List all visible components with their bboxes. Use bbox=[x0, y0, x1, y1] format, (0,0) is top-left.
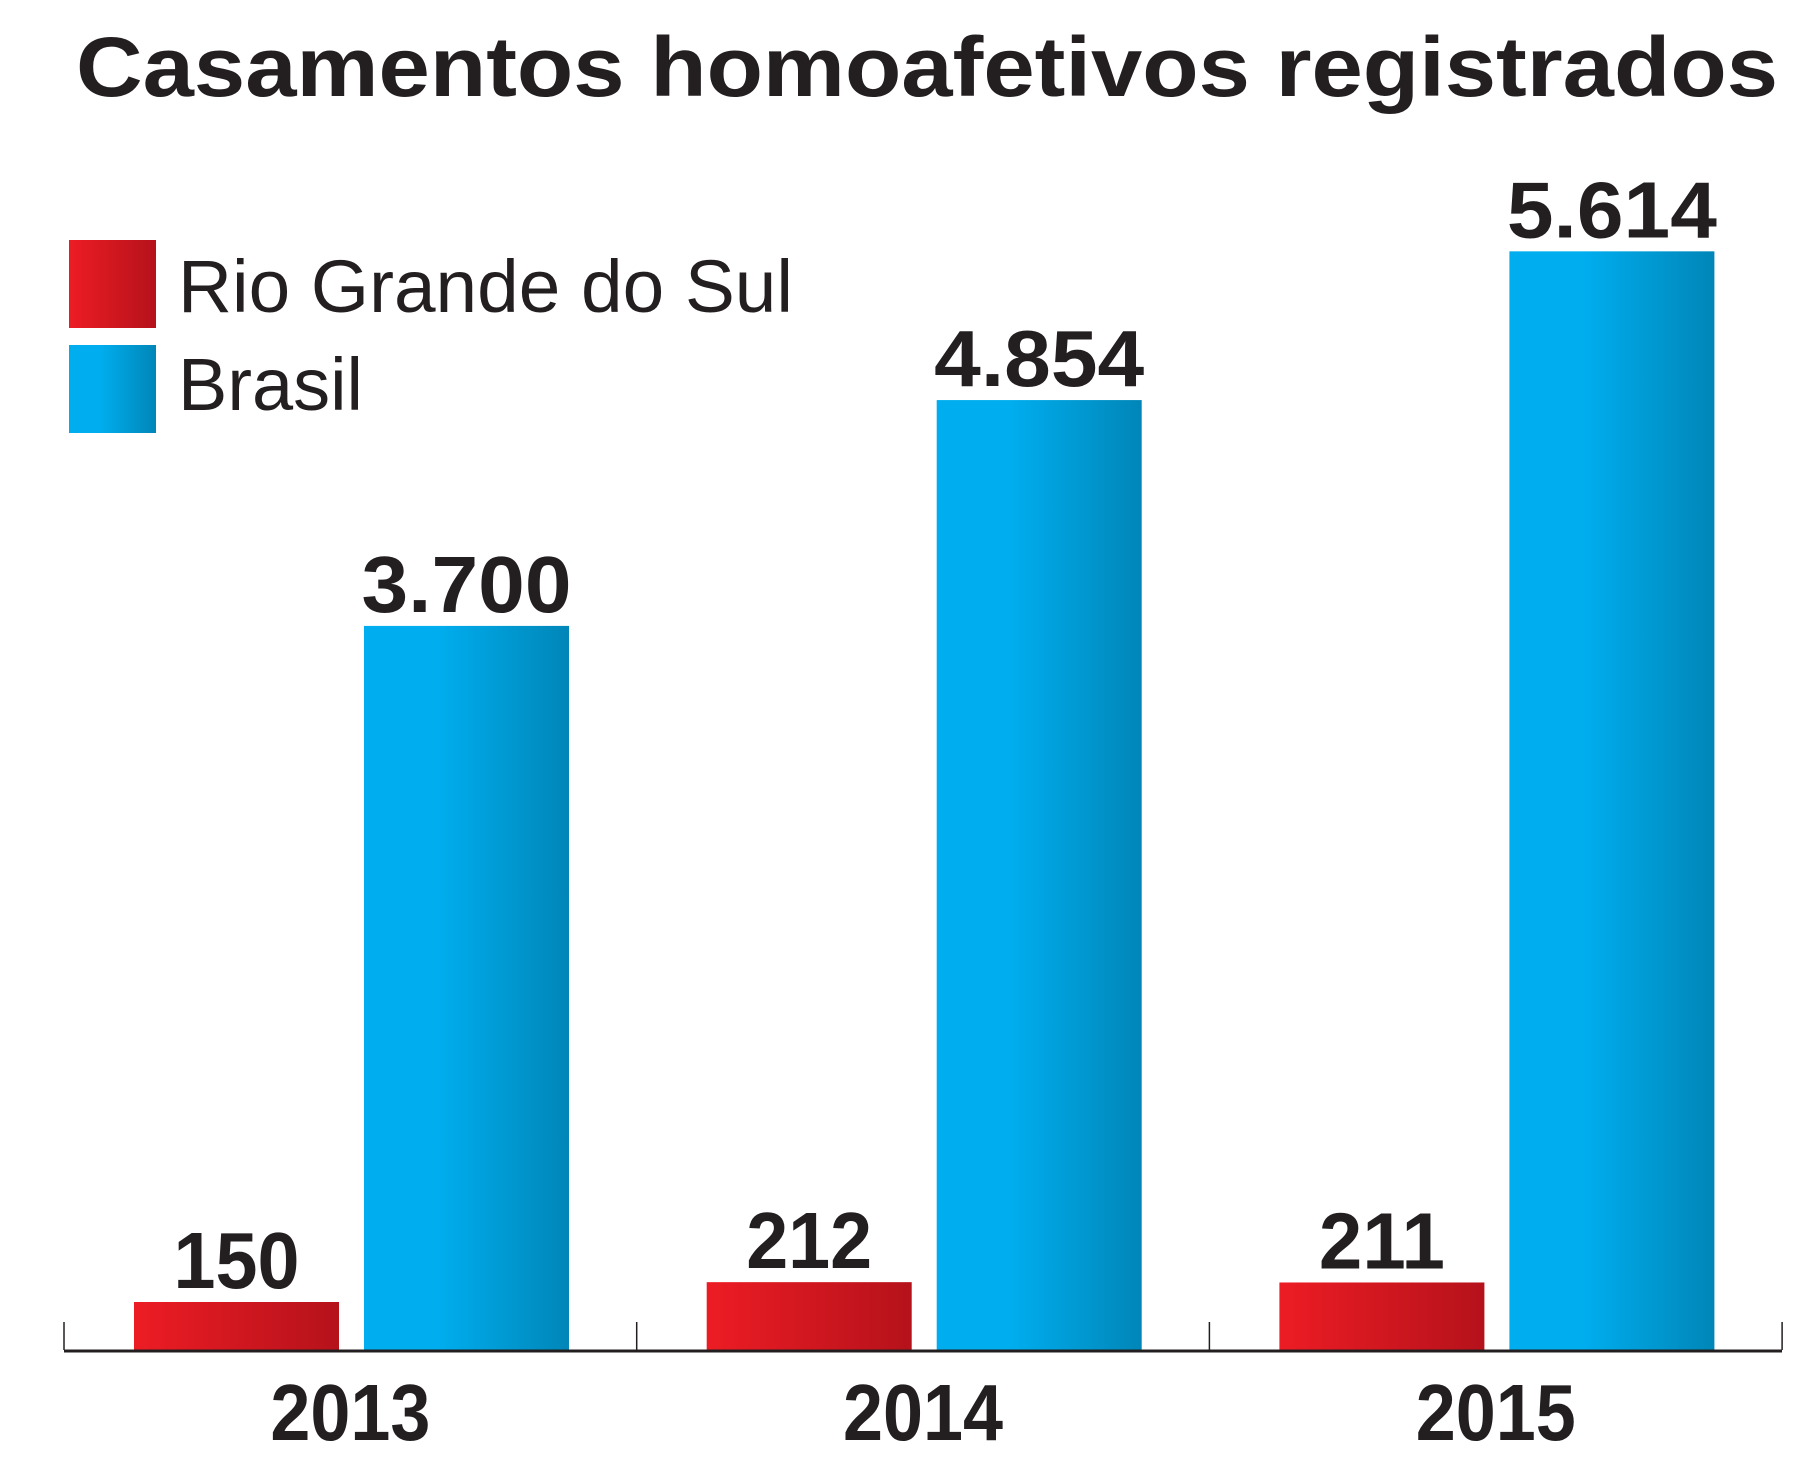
x-tick-label: 2014 bbox=[843, 1368, 1003, 1457]
bar-rio-grande-do-sul-2013 bbox=[134, 1302, 339, 1350]
bar-brasil-2013 bbox=[364, 625, 569, 1350]
bar-brasil-2015 bbox=[1509, 251, 1715, 1350]
data-label: 4.854 bbox=[934, 314, 1145, 403]
bar-rio-grande-do-sul-2015 bbox=[1279, 1282, 1485, 1350]
legend-label-brasil: Brasil bbox=[178, 343, 363, 426]
data-label: 212 bbox=[746, 1196, 872, 1285]
x-tick-label: 2013 bbox=[270, 1368, 430, 1457]
bar-rio-grande-do-sul-2014 bbox=[706, 1282, 912, 1350]
bar-brasil-2014 bbox=[936, 400, 1142, 1350]
data-label: 211 bbox=[1319, 1196, 1445, 1285]
data-label: 150 bbox=[174, 1216, 300, 1305]
data-label: 5.614 bbox=[1507, 165, 1718, 254]
data-label: 3.700 bbox=[362, 540, 572, 629]
chart-title: Casamentos homoafetivos registrados bbox=[76, 20, 1778, 114]
legend-swatch-brasil bbox=[69, 345, 156, 433]
legend-label-rio-grande-do-sul: Rio Grande do Sul bbox=[178, 245, 793, 328]
legend-swatch-rio-grande-do-sul bbox=[69, 240, 156, 328]
x-tick-label: 2015 bbox=[1416, 1368, 1576, 1457]
